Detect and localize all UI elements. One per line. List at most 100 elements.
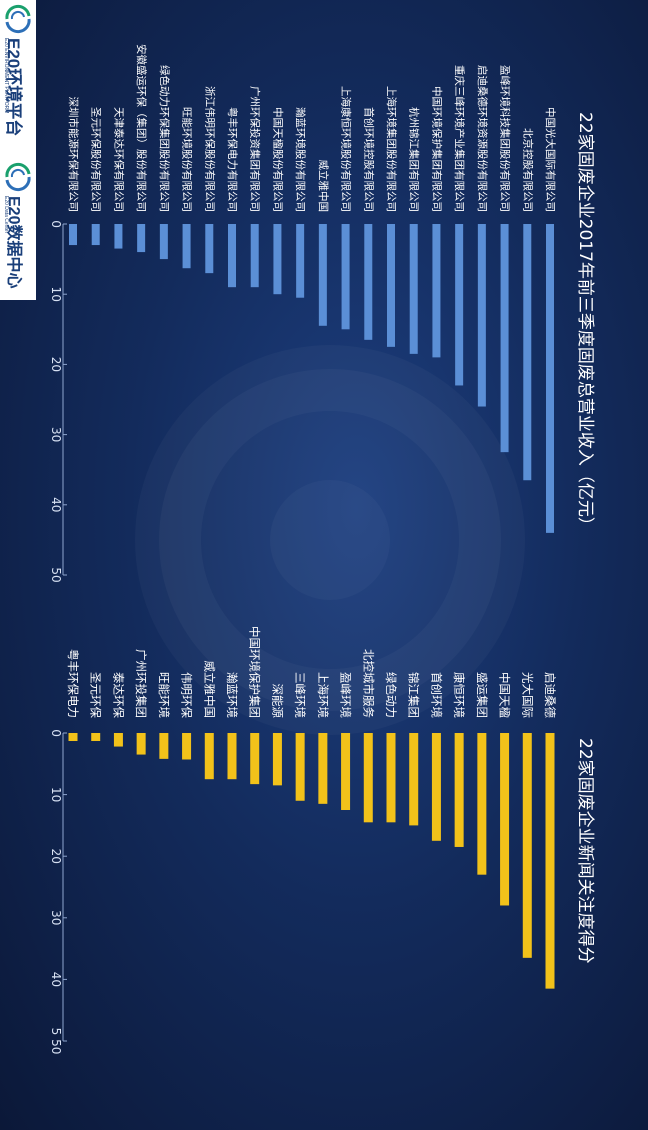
- tick-label: 0: [49, 729, 63, 737]
- bar: [91, 733, 101, 742]
- category-label: 广州环投集团: [134, 649, 148, 718]
- category-label: 威立雅中国: [202, 661, 216, 719]
- bar: [136, 733, 146, 755]
- bar: [159, 733, 169, 759]
- tick-label: 50: [49, 567, 63, 582]
- tick-label: 5 50: [49, 1028, 63, 1055]
- category-label: 三峰环境: [293, 672, 307, 718]
- category-label: 重庆三峰环境产业集团有限公司: [453, 65, 466, 212]
- category-label: 上海环境集团股份有限公司: [385, 86, 398, 212]
- bar: [272, 733, 282, 786]
- category-label: 绿色动力环保集团股份有限公司: [158, 65, 171, 212]
- bar: [159, 224, 168, 260]
- tick-label: 10: [49, 787, 63, 802]
- category-label: 中国光大国际有限公司: [544, 107, 557, 212]
- category-label: 圣元环保股份有限公司: [90, 107, 103, 212]
- bar: [295, 733, 305, 801]
- category-label: 威立雅中国: [317, 160, 330, 213]
- category-label: 北京控股有限公司: [521, 128, 534, 212]
- category-label: 粤丰环保电力: [66, 649, 80, 718]
- category-label: 深能源: [270, 684, 284, 719]
- category-label: 中国环境保护集团: [248, 626, 262, 718]
- tick-label: 0: [49, 220, 63, 228]
- category-label: 上海环境: [316, 672, 330, 718]
- category-label: 锦江集团: [407, 672, 421, 718]
- tick-label: 10: [49, 287, 63, 302]
- bar: [409, 224, 418, 354]
- category-label: 启迪桑德: [543, 672, 557, 718]
- bar: [500, 733, 510, 906]
- bar: [341, 733, 351, 810]
- category-label: 启迪桑德环境资源股份有限公司: [476, 65, 489, 212]
- bar: [341, 224, 350, 330]
- bar: [454, 733, 464, 847]
- category-label: 中国天楹: [498, 672, 512, 718]
- category-label: 瀚蓝环境: [225, 672, 239, 718]
- category-label: 首创环境控股有限公司: [362, 107, 375, 212]
- category-label: 泰达环保: [111, 672, 125, 718]
- category-label: 旺能环境股份有限公司: [181, 107, 194, 212]
- bar: [182, 733, 192, 760]
- category-label: 伟明环保: [180, 672, 194, 718]
- bar: [522, 733, 532, 958]
- category-label: 浙江伟明环保股份有限公司: [203, 86, 216, 212]
- bar: [137, 224, 146, 253]
- tick-label: 40: [49, 972, 63, 987]
- bar: [273, 224, 282, 295]
- bar: [363, 733, 373, 823]
- bar: [182, 224, 191, 269]
- bar: [500, 224, 509, 453]
- bar: [432, 224, 441, 358]
- tick-label: 20: [49, 849, 63, 864]
- bar: [91, 224, 100, 246]
- bar: [296, 224, 305, 298]
- bar: [205, 224, 214, 274]
- bar: [477, 733, 487, 875]
- bar: [228, 224, 236, 288]
- bar: [431, 733, 441, 841]
- bar: [364, 224, 373, 340]
- category-label: 杭州锦江集团有限公司: [408, 107, 421, 212]
- bar: [455, 224, 464, 386]
- bar: [546, 224, 554, 533]
- bar: [250, 733, 260, 785]
- category-label: 北控城市服务: [361, 649, 375, 718]
- bar: [250, 224, 259, 288]
- category-label: 首创环境: [429, 672, 443, 718]
- category-label: 中国环境保护集团有限公司: [430, 86, 443, 212]
- category-label: 康恒环境: [452, 672, 466, 718]
- e20-swirl-icon: [5, 4, 31, 34]
- bar: [114, 224, 123, 249]
- e20-data-logo: E20数据中心 E20 Data Center: [0, 150, 36, 300]
- bar: [318, 224, 327, 326]
- category-label: 安徽盛运环保（集团）股份有限公司: [135, 44, 148, 212]
- category-label: 盈峰环境: [339, 672, 353, 718]
- bar: [409, 733, 419, 826]
- bar: [318, 733, 328, 804]
- e20-platform-logo: E20环境平台 E20 ENVIRONMENT PLATFORM: [0, 0, 36, 150]
- bar: [204, 733, 214, 780]
- tick-label: 20: [49, 357, 63, 372]
- bar: [113, 733, 123, 747]
- bar: [477, 224, 486, 407]
- logo-strip: E20环境平台 E20 ENVIRONMENT PLATFORM E20数据中心…: [0, 0, 36, 300]
- category-label: 盈峰环境科技集团股份有限公司: [499, 65, 512, 212]
- bar: [227, 733, 237, 780]
- bar: [387, 224, 395, 347]
- category-label: 盛运集团: [475, 672, 489, 718]
- category-label: 旺能环境: [157, 672, 171, 718]
- category-label: 天津泰达环保有限公司: [112, 107, 125, 212]
- category-label: 圣元环保: [89, 672, 103, 718]
- tick-label: 30: [49, 427, 63, 442]
- bar: [523, 224, 532, 481]
- e20-swirl-icon: [5, 162, 31, 192]
- bar: [68, 733, 78, 742]
- tick-label: 30: [49, 910, 63, 925]
- category-label: 粤丰环保电力有限公司: [226, 107, 239, 212]
- tick-label: 40: [49, 497, 63, 512]
- category-label: 广州环保投资集团有限公司: [249, 86, 262, 212]
- category-label: 上海康恒环境股份有限公司: [340, 86, 353, 212]
